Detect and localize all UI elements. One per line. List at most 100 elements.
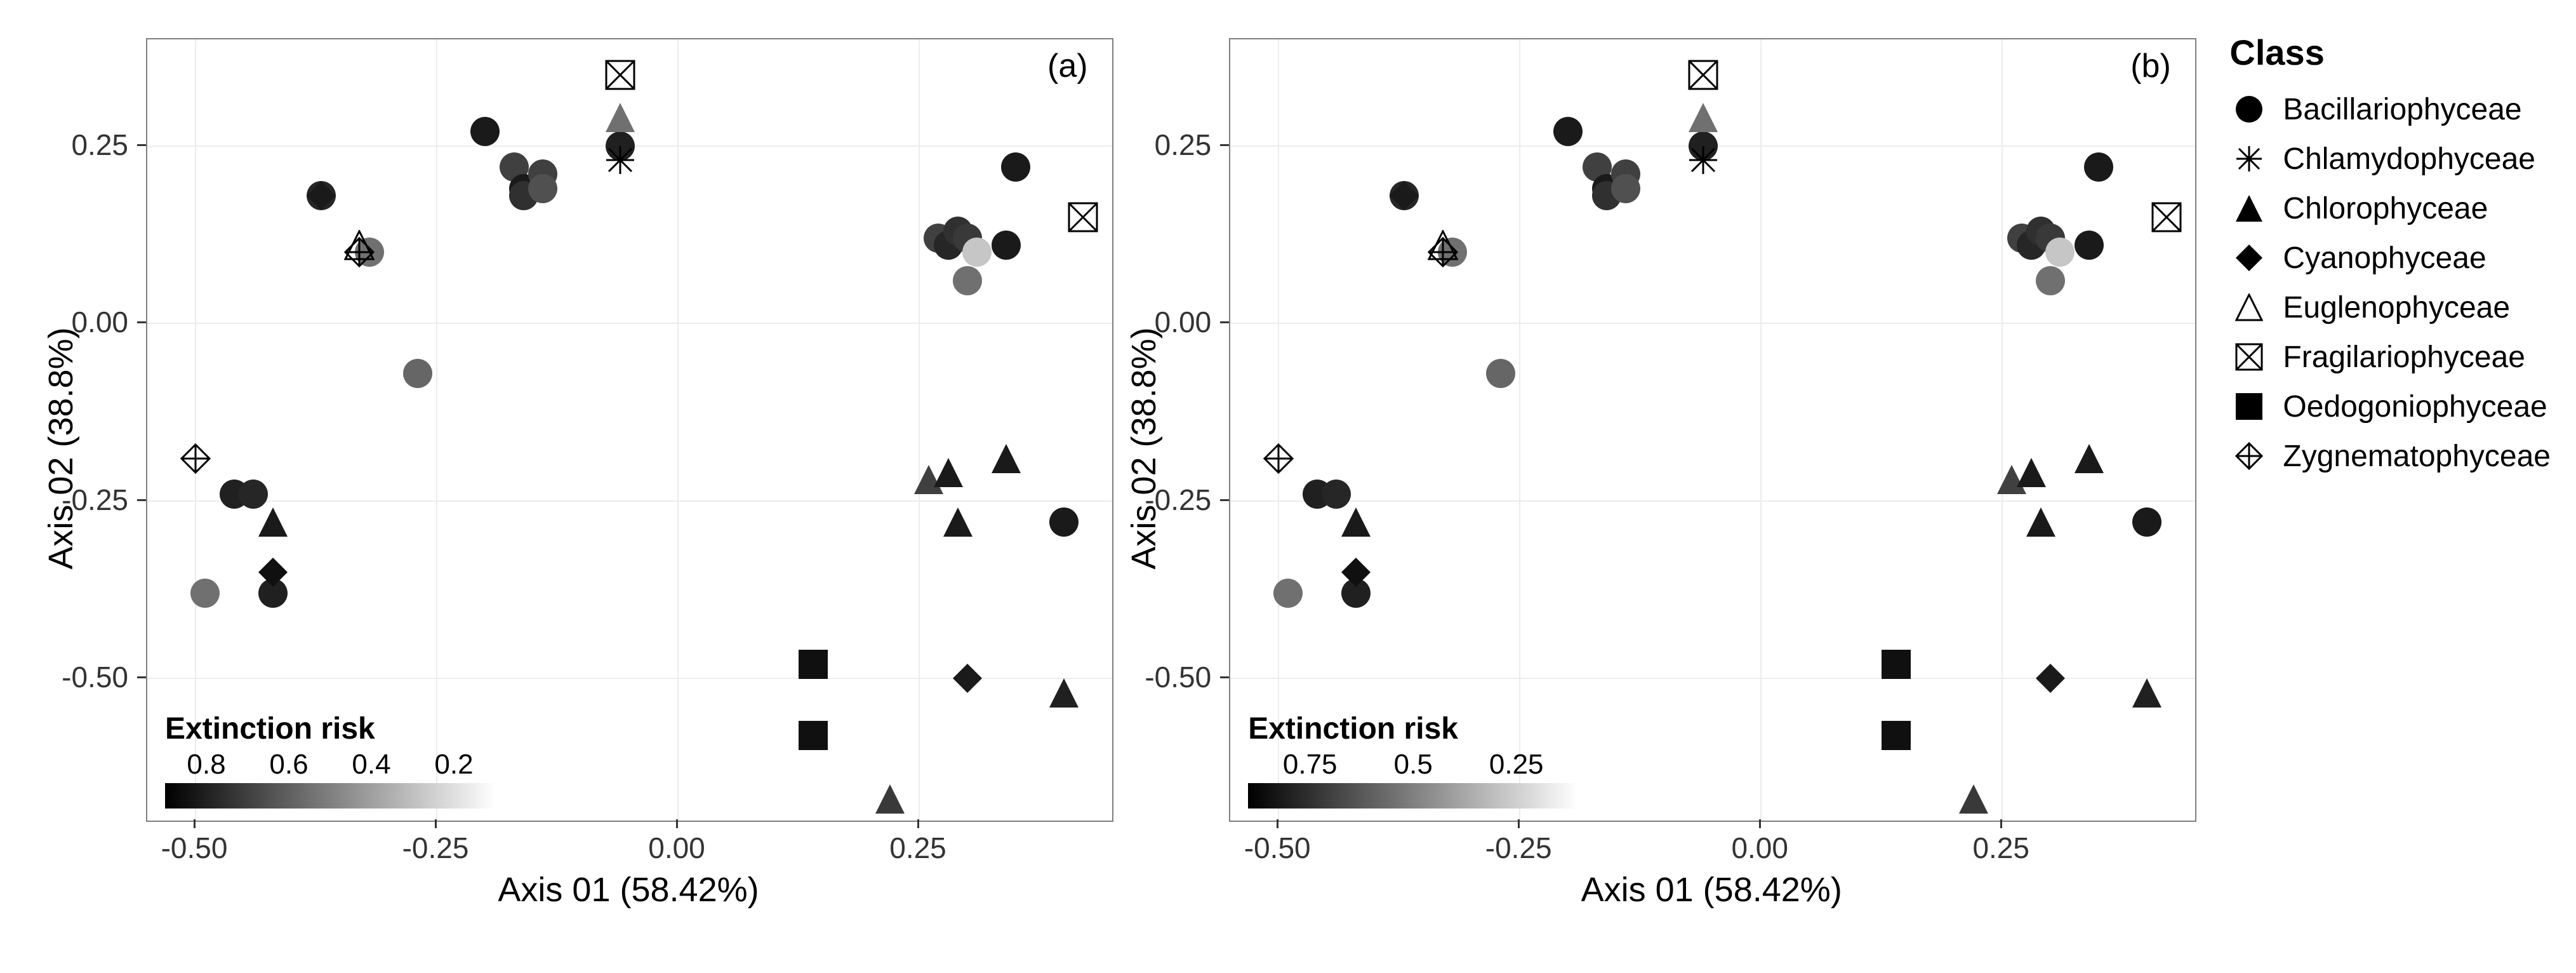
data-point xyxy=(2132,678,2162,708)
data-point xyxy=(2045,237,2075,267)
data-point xyxy=(1688,102,1718,133)
extinction-risk-title: Extinction risk xyxy=(165,711,495,746)
plot-area xyxy=(1229,38,2196,822)
square-icon xyxy=(2229,387,2269,426)
data-point xyxy=(1273,578,1303,608)
data-point xyxy=(1428,237,1458,267)
data-point xyxy=(2035,265,2066,296)
y-tick-label: -0.25 xyxy=(1141,483,1211,517)
y-tick-label: -0.50 xyxy=(58,660,128,694)
data-point xyxy=(605,60,635,90)
extinction-risk-title: Extinction risk xyxy=(1248,711,1578,746)
extinction-risk-tick: 0.4 xyxy=(352,749,390,781)
gridline-x xyxy=(1519,39,1520,821)
data-point xyxy=(1553,116,1583,147)
x-tick-label: 0.25 xyxy=(1972,831,2029,865)
figure-root: Axis 02 (38.8%) -0.50 -0.25 0.00 0.25 -0.50 -… xyxy=(0,0,2576,973)
x-tick xyxy=(194,819,196,828)
plot-area xyxy=(146,38,1113,822)
data-point xyxy=(470,116,500,147)
data-point xyxy=(952,265,983,296)
x-tick-label: -0.50 xyxy=(1244,831,1311,865)
data-point xyxy=(991,230,1021,260)
data-point xyxy=(1263,443,1294,474)
extinction-risk-tick: 0.8 xyxy=(187,749,225,781)
extinction-risk-bar: 0.80.60.40.2 xyxy=(165,783,495,809)
data-point xyxy=(402,358,433,389)
y-tick xyxy=(137,499,146,501)
legend-item: Cyanophyceae xyxy=(2229,233,2551,283)
data-point xyxy=(952,663,983,694)
panel-b: Axis 02 (38.8%) -0.50 -0.25 0.00 0.25 -0.50 -… xyxy=(1121,19,2204,946)
y-tick-label: 0.00 xyxy=(1141,305,1211,339)
y-tick-label: -0.50 xyxy=(1141,660,1211,694)
legend-item: Fragilariophyceae xyxy=(2229,332,2551,382)
legend-label: Oedogoniophyceae xyxy=(2283,389,2547,424)
data-point xyxy=(962,237,992,267)
data-point xyxy=(991,443,1021,474)
data-point xyxy=(2026,507,2056,537)
diamond-plus-icon xyxy=(2229,436,2269,476)
gridline-x xyxy=(919,39,920,821)
legend-label: Chlamydophyceae xyxy=(2283,142,2535,177)
x-axis-title: Axis 01 (58.42%) xyxy=(1581,870,1842,909)
data-point xyxy=(238,479,269,509)
x-tick xyxy=(435,819,437,828)
y-tick xyxy=(137,321,146,323)
x-tick xyxy=(1759,819,1761,828)
panel-a: Axis 02 (38.8%) -0.50-0.250.000.25-0.50-… xyxy=(38,19,1121,946)
legend-item: Bacillariophyceae xyxy=(2229,84,2551,134)
x-tick xyxy=(1518,819,1520,828)
y-tick-label: -0.25 xyxy=(58,483,128,517)
data-point xyxy=(1688,145,1718,175)
legend-title: Class xyxy=(2229,32,2551,73)
legend-item: Zygnematophyceae xyxy=(2229,431,2551,481)
data-point xyxy=(2083,152,2114,182)
y-axis-title: Axis 02 (38.8%) xyxy=(1124,327,1164,569)
data-point xyxy=(1068,202,1098,232)
legend-item: Chlamydophyceae xyxy=(2229,134,2551,184)
data-point xyxy=(1321,479,1351,509)
triangle-icon xyxy=(2229,189,2269,228)
data-point xyxy=(258,507,288,537)
gridline-x xyxy=(1278,39,1279,821)
extinction-risk-legend: Extinction risk 0.750.50.25 xyxy=(1248,711,1578,809)
data-point xyxy=(1341,507,1371,537)
y-tick xyxy=(137,144,146,146)
x-tick xyxy=(917,819,919,828)
data-point xyxy=(798,720,828,751)
legend-label: Bacillariophyceae xyxy=(2283,92,2521,127)
gridline-y xyxy=(147,323,1112,324)
legend-label: Euglenophyceae xyxy=(2283,290,2510,325)
legend-label: Fragilariophyceae xyxy=(2283,340,2525,375)
legend-label: Cyanophyceae xyxy=(2283,241,2486,276)
data-point xyxy=(190,578,220,608)
y-axis-title: Axis 02 (38.8%) xyxy=(41,327,81,569)
data-point xyxy=(344,237,375,267)
x-tick-label: 0.00 xyxy=(648,831,705,865)
x-tick-label: -0.25 xyxy=(1485,831,1552,865)
gridline-x xyxy=(1760,39,1762,821)
data-point xyxy=(875,784,905,814)
data-point xyxy=(1341,557,1371,587)
data-point xyxy=(2074,443,2104,474)
legend-items: Bacillariophyceae ChlamydophyceaeChlorop… xyxy=(2229,84,2551,481)
data-point xyxy=(933,457,964,488)
data-point xyxy=(1049,678,1079,708)
asterisk-icon xyxy=(2229,139,2269,178)
data-point xyxy=(605,145,635,175)
extinction-risk-tick: 0.75 xyxy=(1283,749,1338,781)
data-point xyxy=(1610,173,1641,204)
data-point xyxy=(2074,230,2104,260)
triangle-open-icon xyxy=(2229,288,2269,327)
data-point xyxy=(798,649,828,680)
extinction-risk-tick: 0.25 xyxy=(1489,749,1544,781)
y-tick xyxy=(137,676,146,678)
x-tick xyxy=(1277,819,1278,828)
y-tick-label: 0.25 xyxy=(1141,128,1211,162)
x-tick xyxy=(676,819,678,828)
diamond-icon xyxy=(2229,238,2269,278)
extinction-risk-bar: 0.750.50.25 xyxy=(1248,783,1578,809)
gridline-x xyxy=(677,39,679,821)
data-point xyxy=(943,507,973,537)
